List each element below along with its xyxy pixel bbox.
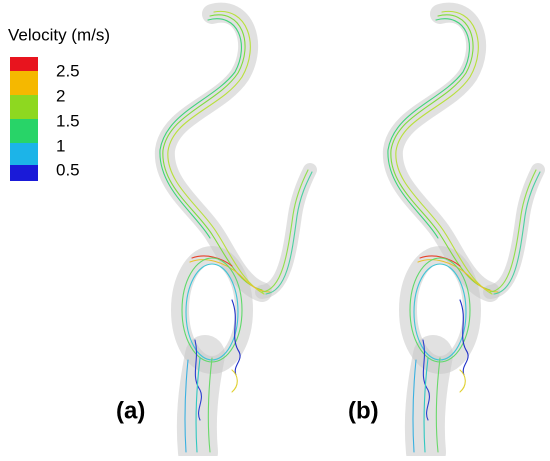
- vessel-a: [160, 11, 312, 452]
- legend-label: 1.5: [56, 111, 80, 130]
- panel-label: (a): [116, 397, 145, 424]
- vessel-b: [388, 11, 540, 452]
- legend-label: 0.5: [56, 160, 80, 179]
- color-bar: [10, 57, 38, 181]
- panel-label: (b): [348, 397, 379, 424]
- legend-title: Velocity (m/s): [8, 25, 110, 44]
- legend-label: 2.5: [56, 61, 80, 80]
- legend-label: 2: [56, 86, 65, 105]
- legend-label: 1: [56, 136, 65, 155]
